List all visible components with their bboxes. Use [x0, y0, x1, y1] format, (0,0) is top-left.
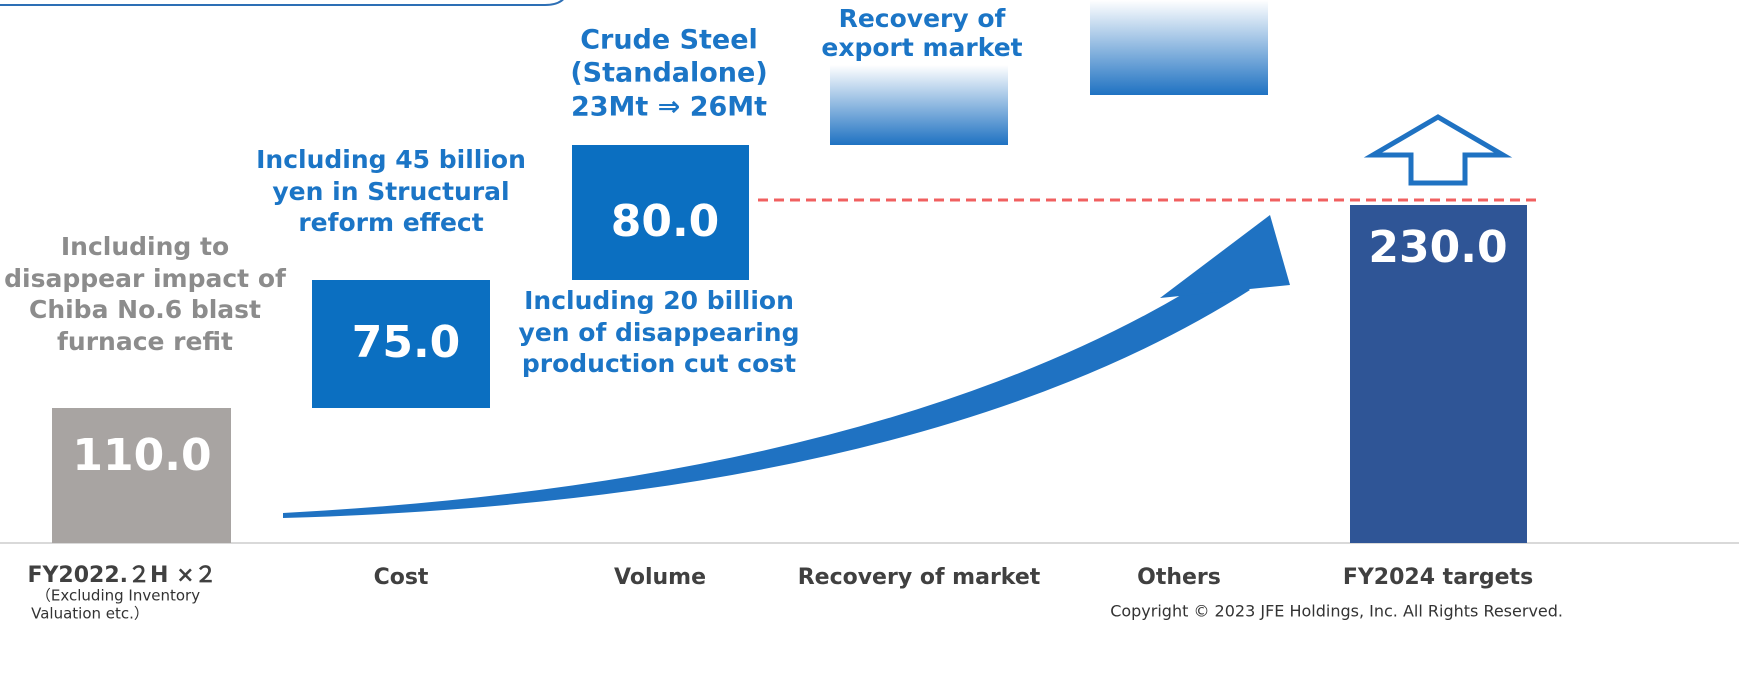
copyright: Copyright © 2023 JFE Holdings, Inc. All …: [1110, 602, 1563, 621]
cost-bar: [312, 280, 490, 408]
annotation: Including to: [61, 232, 229, 261]
base-bar: [52, 408, 231, 543]
category-label: Others: [1137, 565, 1221, 590]
category-note: Valuation etc.）: [31, 605, 149, 623]
annotation: (Standalone): [570, 58, 767, 89]
growth-arrow-head: [1160, 215, 1290, 298]
annotation: disappear impact of: [4, 264, 287, 293]
recovery-bar: [830, 65, 1008, 145]
annotation: reform effect: [298, 208, 483, 237]
bar-value: 80.0: [611, 196, 720, 247]
annotation: yen in Structural: [272, 177, 509, 206]
volume-bar: [572, 145, 749, 280]
annotation: 23Mt ⇒ 26Mt: [571, 92, 767, 123]
annotation: Chiba No.6 blast: [29, 295, 261, 324]
category-label: FY2022.２H ×２: [27, 563, 216, 588]
bar-value: 75.0: [352, 317, 461, 368]
annotation: Crude Steel: [580, 25, 758, 56]
annotation: yen of disappearing: [519, 318, 800, 347]
bar-value: 230.0: [1368, 222, 1507, 273]
annotation: furnace refit: [57, 327, 233, 356]
annotation: Including 20 billion: [524, 286, 794, 315]
category-note: （Excluding Inventory: [36, 587, 200, 605]
annotation: Including 45 billion: [256, 145, 526, 174]
growth-arrow-body: [283, 268, 1250, 518]
annotation: production cut cost: [522, 349, 796, 378]
annotation: Recovery of: [839, 4, 1007, 33]
category-label: Volume: [614, 565, 706, 590]
annotation: export market: [821, 33, 1022, 62]
bar-value: 110.0: [72, 430, 211, 481]
category-label: Recovery of market: [798, 565, 1041, 590]
header-box: [0, 0, 564, 6]
category-label: Cost: [374, 565, 429, 590]
category-label: FY2024 targets: [1343, 565, 1533, 590]
others-bar: [1090, 0, 1268, 95]
target-bar: [1350, 205, 1527, 543]
up-arrow: [1363, 114, 1513, 186]
